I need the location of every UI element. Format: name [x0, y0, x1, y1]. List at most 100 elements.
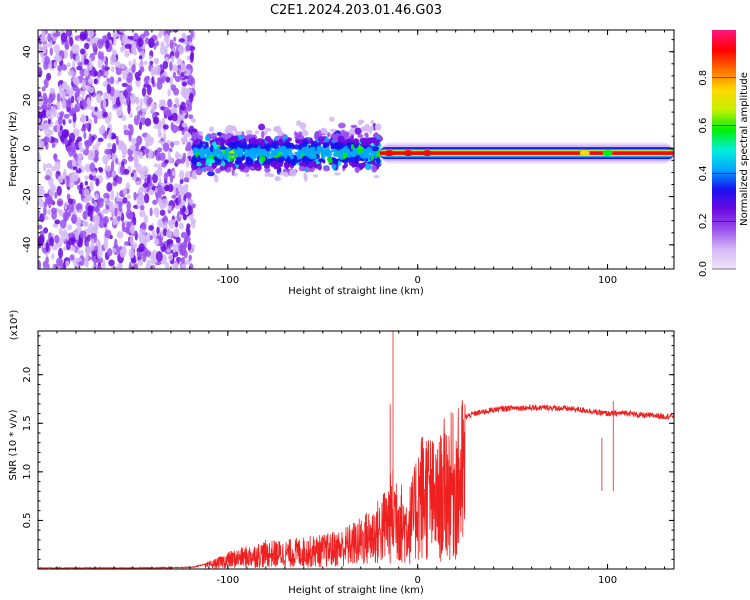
- heatmap-cell: [74, 230, 80, 241]
- heatmap-cell: [106, 248, 113, 257]
- heatmap-cell: [97, 50, 102, 61]
- heatmap-cell: [347, 141, 351, 149]
- heatmap-cell: [49, 87, 56, 94]
- heatmap-cell: [168, 147, 173, 153]
- heatmap-cell: [43, 136, 50, 144]
- heatmap-cell: [196, 162, 202, 167]
- heatmap-cell: [52, 107, 57, 118]
- heatmap-cell: [100, 51, 104, 62]
- heatmap-cell: [71, 214, 77, 224]
- heatmap-cell: [57, 71, 62, 77]
- heatmap-cell: [367, 139, 375, 143]
- heatmap-cell: [181, 205, 187, 213]
- heatmap-cell: [149, 207, 153, 217]
- heatmap-cell: [138, 186, 143, 198]
- heatmap-cell: [129, 35, 135, 41]
- heatmap-cell: [245, 129, 253, 134]
- heatmap-cell: [602, 150, 613, 157]
- heatmap-cell: [54, 234, 60, 244]
- heatmap-cell: [114, 61, 121, 68]
- heatmap-cell: [153, 124, 160, 130]
- heatmap-cell: [72, 171, 79, 182]
- heatmap-cell: [115, 157, 119, 165]
- heatmap-cell: [186, 141, 192, 151]
- heatmap-cell: [43, 205, 47, 216]
- heatmap-cell: [66, 62, 71, 68]
- heatmap-cell: [104, 148, 112, 155]
- heatmap-cell: [213, 156, 218, 161]
- heatmap-cell: [140, 222, 147, 230]
- heatmap-cell: [93, 115, 98, 124]
- heatmap-cell: [254, 130, 260, 135]
- heatmap-cell: [329, 128, 337, 133]
- chart-title: C2E1.2024.203.01.46.G03: [270, 3, 442, 18]
- heatmap-cell: [210, 132, 217, 140]
- heatmap-cell: [199, 141, 203, 148]
- heatmap-cell: [289, 169, 297, 177]
- heatmap-cell: [315, 164, 319, 169]
- heatmap-cell: [38, 66, 42, 73]
- heatmap-cell: [49, 47, 53, 56]
- heatmap-cell: [60, 32, 68, 43]
- heatmap-cell: [52, 223, 59, 228]
- heatmap-cell: [198, 131, 204, 136]
- heatmap-cell: [207, 133, 213, 138]
- heatmap-cell: [349, 130, 356, 135]
- heatmap-cell: [68, 119, 72, 124]
- heatmap-cell: [119, 248, 127, 258]
- heatmap-cell: [88, 57, 93, 67]
- heatmap-cell: [264, 127, 272, 132]
- heatmap-cell: [174, 75, 181, 83]
- heatmap-cell: [85, 140, 90, 151]
- heatmap-cell: [370, 119, 374, 125]
- heatmap-cell: [188, 114, 194, 120]
- heatmap-cell: [49, 236, 55, 247]
- y-tick-label: 1.5: [22, 415, 33, 431]
- heatmap-cell: [143, 215, 149, 224]
- heatmap-cell: [167, 98, 173, 108]
- heatmap-cell: [374, 132, 379, 139]
- heatmap-cell: [103, 239, 109, 250]
- heatmap-cell: [109, 55, 117, 63]
- heatmap-cell: [259, 140, 264, 146]
- heatmap-cell: [373, 175, 380, 179]
- heatmap-cell: [146, 97, 152, 107]
- heatmap-cell: [191, 220, 196, 229]
- heatmap-cell: [134, 263, 139, 269]
- heatmap-cell: [96, 93, 102, 104]
- heatmap-cell: [47, 97, 54, 104]
- heatmap-cell: [136, 96, 140, 106]
- heatmap-cell: [54, 191, 58, 199]
- heatmap-cell: [72, 113, 77, 123]
- heatmap-cell: [326, 146, 330, 154]
- heatmap-cell: [175, 159, 182, 164]
- heatmap-cell: [96, 38, 104, 49]
- heatmap-cell: [220, 140, 225, 147]
- colorbar-tick-label: 0.6: [698, 118, 709, 134]
- heatmap-cell: [303, 146, 310, 154]
- colorbar-tick-label: 0.0: [698, 261, 709, 277]
- heatmap-cell: [54, 219, 61, 225]
- heatmap-cell: [93, 149, 99, 157]
- heatmap-cell: [146, 139, 154, 147]
- heatmap-band: [379, 151, 674, 155]
- heatmap-cell: [103, 216, 109, 225]
- heatmap-cell: [108, 129, 112, 141]
- heatmap-cell: [139, 98, 143, 109]
- heatmap-cell: [298, 165, 306, 172]
- heatmap-cell: [126, 72, 133, 84]
- heatmap-cell: [83, 68, 89, 77]
- heatmap-cell: [161, 217, 168, 222]
- heatmap-cell: [139, 169, 143, 175]
- heatmap-cell: [79, 31, 87, 41]
- heatmap-cell: [119, 93, 123, 103]
- heatmap-cell: [46, 263, 50, 269]
- heatmap-cell: [97, 59, 103, 69]
- heatmap-cell: [43, 78, 49, 89]
- heatmap-cell: [102, 111, 109, 118]
- heatmap-cell: [284, 134, 288, 140]
- heatmap-cell: [69, 254, 75, 261]
- heatmap-cell: [174, 97, 179, 104]
- heatmap-cell: [126, 194, 131, 199]
- colorbar-ticks: 0.0 0.2 0.4 0.6 0.8: [698, 70, 736, 277]
